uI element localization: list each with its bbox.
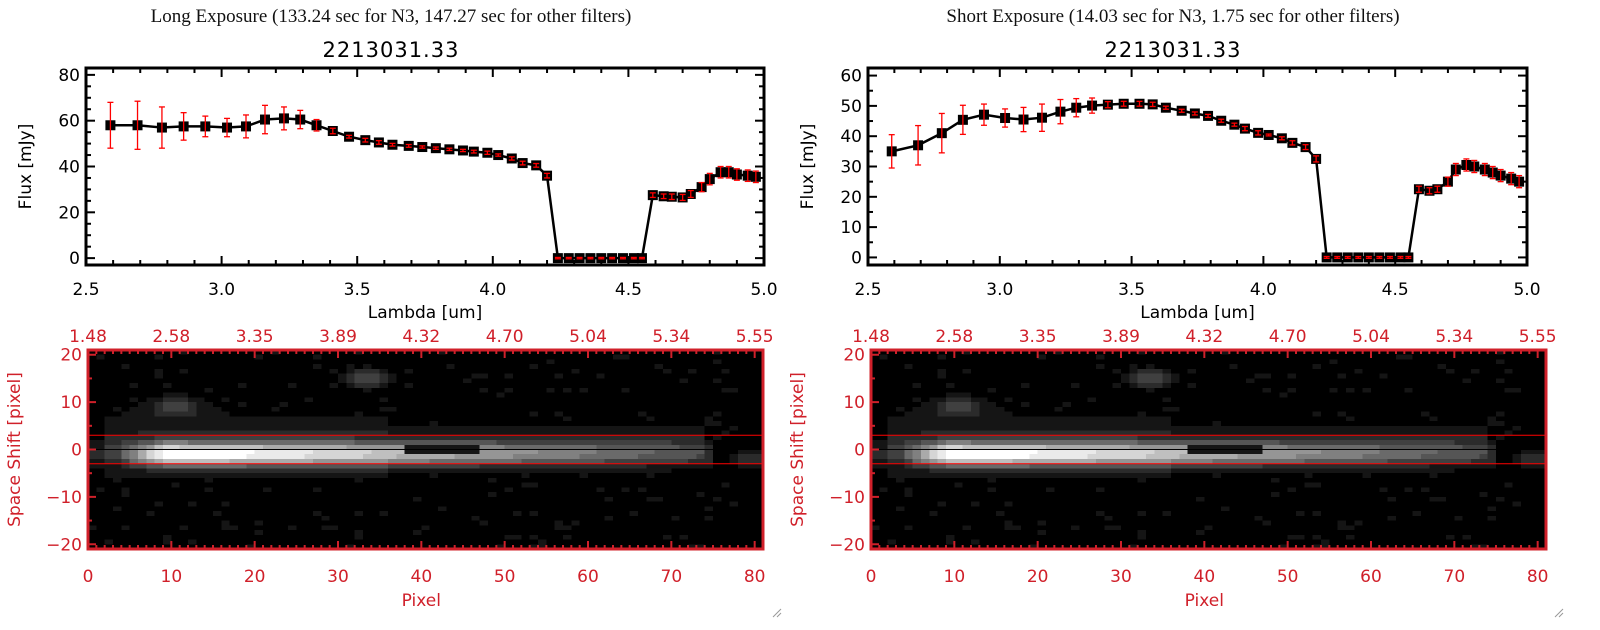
- y-axis-label: Flux [mJy]: [798, 124, 818, 210]
- long-exposure-title: Long Exposure (133.24 sec for N3, 147.27…: [150, 6, 632, 27]
- wavelength-tick-label: 4.70: [486, 327, 524, 347]
- x-tick-label: 20: [244, 567, 266, 587]
- wavelength-tick-label: 3.89: [319, 327, 357, 347]
- x-tick-label: 3.0: [986, 280, 1013, 300]
- wavelength-tick-label: 3.35: [236, 327, 274, 347]
- x-tick-label: 40: [411, 567, 433, 587]
- wavelength-tick-label: 3.35: [1019, 327, 1057, 347]
- y-tick-label: 30: [840, 158, 862, 178]
- plot-frame: [84, 66, 766, 267]
- y-tick-label: 20: [60, 346, 82, 366]
- wavelength-tick-label: 5.55: [1519, 327, 1557, 347]
- x-tick-label: 10: [944, 567, 966, 587]
- y-tick-label: −20: [829, 535, 865, 555]
- y-tick-label: 60: [840, 67, 862, 87]
- y-tick-label: 20: [58, 203, 80, 223]
- wavelength-tick-label: 5.34: [652, 327, 690, 347]
- wavelength-tick-label: 5.55: [736, 327, 774, 347]
- y-tick-label: 40: [840, 127, 862, 147]
- y-tick-label: 10: [840, 218, 862, 238]
- y-axis-label: Space Shift [pixel]: [5, 372, 25, 527]
- x-axis-label: Lambda [um]: [368, 303, 482, 323]
- wavelength-tick-label: 4.32: [1185, 327, 1223, 347]
- y-tick-label: 10: [843, 393, 865, 413]
- wavelength-tick-label: 4.32: [402, 327, 440, 347]
- x-tick-label: 0: [83, 567, 94, 587]
- y-tick-label: 0: [851, 248, 862, 268]
- x-tick-label: 3.0: [208, 280, 235, 300]
- x-tick-label: 0: [866, 567, 877, 587]
- y-tick-label: −10: [829, 488, 865, 508]
- x-tick-label: 30: [327, 567, 349, 587]
- long-object-id: 2213031.33: [322, 38, 460, 62]
- wavelength-tick-label: 5.34: [1435, 327, 1473, 347]
- x-tick-label: 5.0: [750, 280, 777, 300]
- wavelength-tick-label: 1.48: [852, 327, 890, 347]
- wavelength-tick-label: 2.58: [152, 327, 190, 347]
- x-tick-label: 10: [161, 567, 183, 587]
- x-tick-label: 20: [1027, 567, 1049, 587]
- x-axis-label: Pixel: [402, 591, 441, 611]
- wavelength-tick-label: 2.58: [935, 327, 973, 347]
- resize-grip-icon[interactable]: [770, 606, 782, 618]
- y-tick-label: 0: [69, 249, 80, 269]
- x-tick-label: 40: [1194, 567, 1216, 587]
- y-tick-label: 20: [843, 346, 865, 366]
- x-tick-label: 50: [494, 567, 516, 587]
- y-tick-label: 60: [58, 112, 80, 132]
- wavelength-tick-label: 5.04: [1352, 327, 1390, 347]
- x-tick-label: 4.0: [479, 280, 506, 300]
- x-axis-label: Lambda [um]: [1140, 303, 1254, 323]
- wavelength-tick-label: 5.04: [569, 327, 607, 347]
- x-tick-label: 3.5: [344, 280, 371, 300]
- x-tick-label: 30: [1110, 567, 1132, 587]
- x-tick-label: 50: [1277, 567, 1299, 587]
- x-tick-label: 80: [1527, 567, 1549, 587]
- x-tick-label: 60: [1360, 567, 1382, 587]
- y-tick-label: 20: [840, 188, 862, 208]
- x-tick-label: 4.5: [1382, 280, 1409, 300]
- flux-line: [891, 102, 1520, 259]
- y-tick-label: 10: [60, 393, 82, 413]
- y-axis-label: Space Shift [pixel]: [788, 372, 808, 527]
- y-axis-label: Flux [mJy]: [16, 124, 36, 210]
- y-tick-label: 0: [71, 441, 82, 461]
- x-tick-label: 5.0: [1513, 280, 1540, 300]
- x-axis-label: Pixel: [1185, 591, 1224, 611]
- y-tick-label: 40: [58, 158, 80, 178]
- plot-frame: [866, 66, 1529, 267]
- y-tick-label: 80: [58, 66, 80, 86]
- x-tick-label: 80: [744, 567, 766, 587]
- short-exposure-title: Short Exposure (14.03 sec for N3, 1.75 s…: [946, 6, 1400, 27]
- wavelength-tick-label: 3.89: [1102, 327, 1140, 347]
- x-tick-label: 2.5: [854, 280, 881, 300]
- wavelength-tick-label: 1.48: [69, 327, 107, 347]
- flux-line: [110, 117, 757, 260]
- x-tick-label: 3.5: [1118, 280, 1145, 300]
- x-tick-label: 70: [661, 567, 683, 587]
- x-tick-label: 70: [1444, 567, 1466, 587]
- x-tick-label: 4.5: [615, 280, 642, 300]
- y-tick-label: −20: [46, 535, 82, 555]
- x-tick-label: 60: [577, 567, 599, 587]
- y-tick-label: 0: [854, 441, 865, 461]
- resize-grip-icon[interactable]: [1552, 606, 1564, 618]
- x-tick-label: 2.5: [72, 280, 99, 300]
- wavelength-tick-label: 4.70: [1269, 327, 1307, 347]
- short-object-id: 2213031.33: [1104, 38, 1242, 62]
- y-tick-label: −10: [46, 488, 82, 508]
- x-tick-label: 4.0: [1250, 280, 1277, 300]
- y-tick-label: 50: [840, 97, 862, 117]
